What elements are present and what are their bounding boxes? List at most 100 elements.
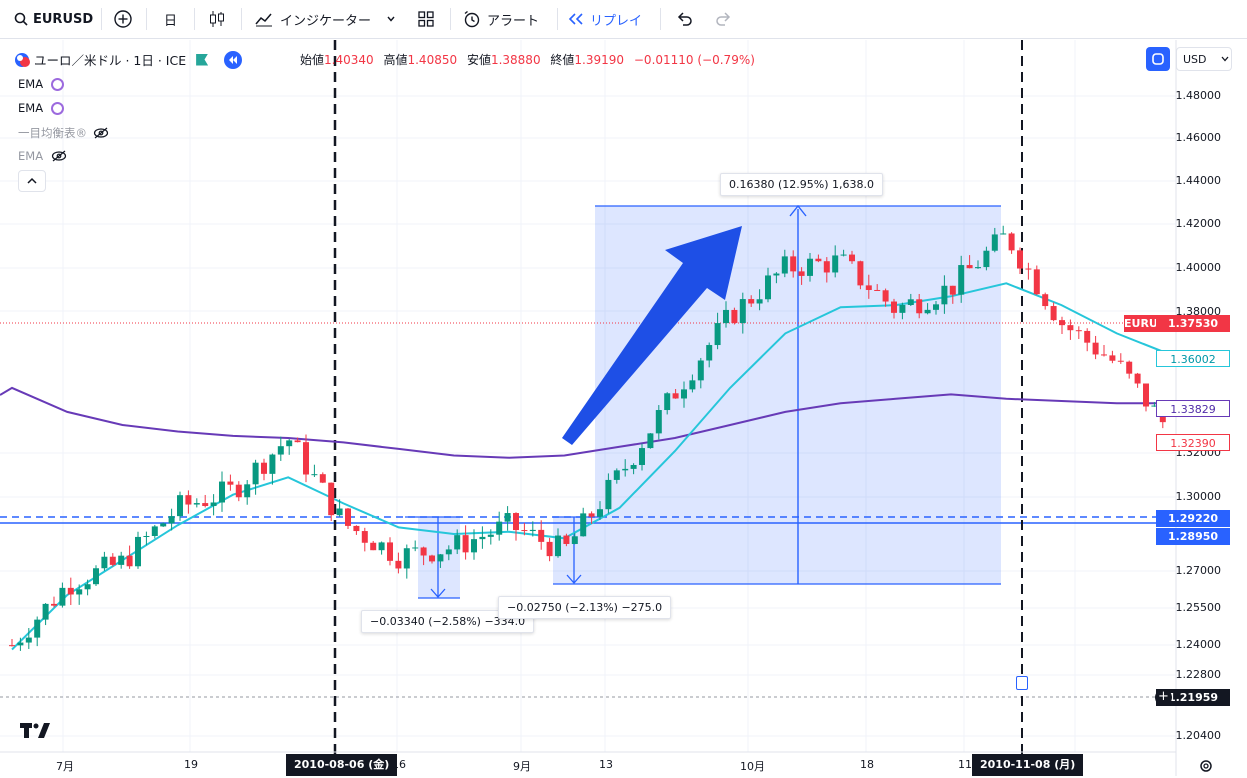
candle-body (664, 393, 671, 411)
chart-settings-button[interactable] (1198, 758, 1214, 774)
close-tag: 1.32390 (1156, 434, 1230, 451)
sync-icon (1152, 53, 1164, 65)
indicator-ema-3[interactable]: EMA (18, 149, 67, 163)
candle-body (899, 305, 906, 313)
change-value: −0.01110 (−0.79%) (633, 53, 755, 67)
loading-icon (51, 77, 65, 91)
replay-button[interactable]: リプレイ (568, 0, 642, 38)
candle-body (168, 516, 175, 524)
candle-body (1117, 360, 1124, 362)
indicator-label: EMA (18, 101, 44, 115)
candle-body (51, 603, 57, 606)
candle-body (84, 584, 91, 590)
candle-body (76, 589, 83, 595)
tradingview-logo[interactable] (20, 721, 50, 744)
low-label: 安値 (466, 53, 491, 67)
candle-body (655, 410, 662, 434)
candle-body (227, 481, 234, 485)
candle-body (714, 323, 721, 346)
candle-body (588, 513, 595, 517)
interval-button[interactable]: 日 (164, 13, 178, 29)
candle-body (59, 587, 66, 606)
candle-body (1067, 325, 1074, 331)
eye-off-icon[interactable] (93, 127, 109, 139)
candle-body (748, 299, 755, 304)
close-value: 1.39190 (574, 53, 625, 67)
currency-select[interactable]: USD (1176, 47, 1232, 71)
symbol-legend[interactable]: ユーロ／米ドル · 1日 · ICE (14, 50, 243, 69)
gear-icon (1200, 760, 1212, 772)
indicator-ichimoku[interactable]: 一目均衡表® (18, 125, 109, 141)
candle-body (580, 513, 587, 537)
compare-button[interactable] (113, 0, 133, 38)
indicator-ema-1[interactable]: EMA (18, 77, 65, 91)
indicator-ema-2[interactable]: EMA (18, 101, 65, 115)
candle-body (395, 560, 402, 569)
add-alert-plus-icon[interactable]: + (1155, 689, 1172, 706)
open-value: 1.40340 (324, 53, 374, 67)
indicator-label: EMA (18, 149, 44, 163)
price-tick: 1.27000 (1175, 564, 1222, 577)
symbol-label: EURUSD (33, 11, 94, 27)
candle-body (807, 258, 813, 276)
collapse-legend-button[interactable] (18, 170, 46, 192)
candle-body (874, 289, 881, 291)
measure-label-down-1: −0.03340 (−2.58%) −334.0 (361, 610, 535, 633)
candle-body (25, 637, 32, 643)
candle-body (1134, 373, 1141, 384)
chart-type-button[interactable] (207, 0, 227, 38)
candle-body (135, 536, 141, 567)
layouts-button[interactable] (417, 0, 435, 38)
candle-body (790, 256, 797, 272)
chevron-down-icon (1221, 56, 1229, 62)
alert-button[interactable]: アラート (462, 0, 539, 38)
undo-button[interactable] (676, 0, 694, 38)
candle-body (496, 521, 503, 535)
candle-body (277, 446, 284, 455)
candle-body (109, 556, 116, 565)
replay-anchor-handle[interactable] (1016, 676, 1028, 690)
candle-body (269, 454, 276, 474)
candle-body (1075, 330, 1082, 332)
candle-body (1109, 355, 1116, 361)
candle-body (17, 642, 24, 646)
indicators-button[interactable]: インジケーター (254, 0, 397, 38)
trend-arrow[interactable] (562, 226, 742, 445)
price-tick: 1.40000 (1175, 261, 1222, 274)
candle-body (303, 442, 309, 475)
candle-body (907, 299, 914, 306)
price-tick: 1.42000 (1175, 217, 1222, 230)
candle-body (244, 484, 251, 498)
time-tick: 18 (860, 758, 874, 771)
candle-body (311, 474, 318, 476)
indicator-label: EMA (18, 77, 44, 91)
candle-body (319, 474, 326, 483)
auto-scale-button[interactable] (1146, 47, 1170, 71)
candle-body (185, 495, 192, 505)
candle-body (697, 360, 704, 381)
candle-body (529, 529, 536, 532)
grid-icon (418, 11, 434, 27)
redo-button[interactable] (714, 0, 732, 38)
candle-body (1084, 330, 1091, 343)
chevron-up-icon (27, 177, 37, 184)
candle-body (160, 523, 167, 527)
candle-body (328, 482, 335, 516)
symbol-search[interactable]: EURUSD (14, 0, 93, 38)
candle-body (731, 309, 738, 324)
price-chart[interactable] (0, 40, 1247, 776)
loading-icon (51, 101, 65, 115)
eye-off-icon[interactable] (51, 150, 67, 162)
candle-body (840, 254, 847, 256)
candle-body (1042, 294, 1049, 307)
search-icon (14, 12, 28, 26)
candle-body (933, 304, 939, 310)
candle-body (177, 495, 183, 517)
time-tick: 13 (599, 758, 613, 771)
candle-body (1008, 233, 1015, 251)
candle-body (798, 271, 805, 276)
replay-back-button[interactable] (224, 50, 243, 69)
candle-body (882, 290, 889, 302)
candle-body (1000, 233, 1007, 235)
time-marker-label-1: 2010-08-06 (金) (286, 754, 398, 776)
